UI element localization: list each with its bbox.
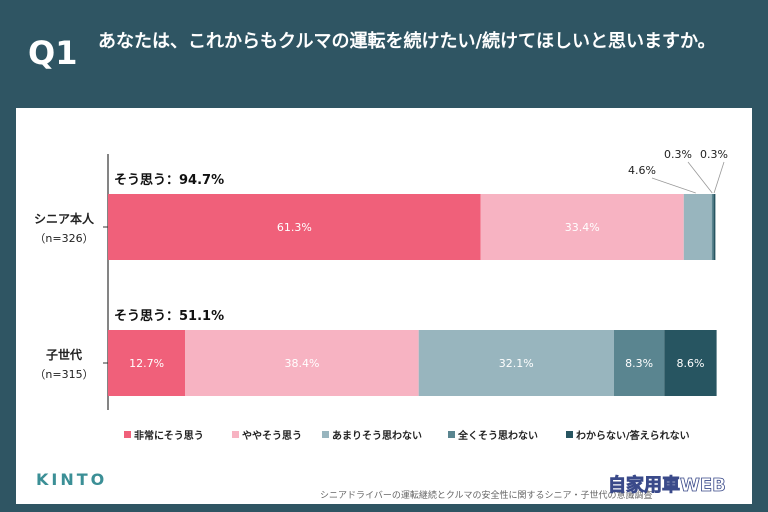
bar-segment <box>108 194 481 260</box>
legend-label: 非常にそう思う <box>134 429 204 442</box>
category-sample-size: （n=326） <box>34 232 93 245</box>
survey-source-note: シニアドライバーの運転継続とクルマの安全性に関するシニア・子世代の意識調査 <box>320 491 653 501</box>
legend-label: ややそう思う <box>242 430 302 442</box>
legend-swatch <box>448 431 455 438</box>
bar-segment <box>664 330 717 396</box>
callout-line <box>651 177 696 194</box>
data-label: 38.4% <box>284 357 319 370</box>
legend-swatch <box>232 431 239 438</box>
header: Q1 あなたは、これからもクルマの運転を続けたい/続けてほしいと思いますか。 <box>0 0 768 108</box>
callout-line <box>713 161 725 194</box>
data-label: 4.6% <box>628 164 656 177</box>
data-label: 61.3% <box>277 221 312 234</box>
legend-label: あまりそう思わない <box>332 429 422 442</box>
watermark-text: 自家用車WEB <box>608 474 726 496</box>
data-label: 32.1% <box>499 357 534 370</box>
data-label: 33.4% <box>565 221 600 234</box>
bar-segment <box>418 330 614 396</box>
summary-label: そう思う：51.1% <box>114 309 224 324</box>
legend-swatch <box>322 431 329 438</box>
brand-logo: KINTO <box>36 470 108 489</box>
bar-segment <box>713 194 716 260</box>
callout-line <box>687 161 713 194</box>
chart-panel: シニア本人 （n=326） そう思う：94.7% 61.3% 33.4% 4.6% 0.3%… <box>16 108 752 504</box>
summary-label: そう思う：94.7% <box>114 173 224 188</box>
legend-label: 全くそう思わない <box>457 429 538 442</box>
data-label: 0.3% <box>664 148 692 161</box>
category-sample-size: （n=315） <box>34 368 93 381</box>
legend-swatch <box>566 431 573 438</box>
bar-segment <box>613 330 665 396</box>
bar-segment <box>185 330 419 396</box>
bar-segment <box>683 194 712 260</box>
bar-segment <box>480 194 684 260</box>
bar-segment <box>108 330 186 396</box>
data-label: 0.3% <box>700 148 728 161</box>
category-label: 子世代 <box>46 347 82 362</box>
watermark-logo: 自家用車WEB <box>608 474 727 497</box>
legend-swatch <box>124 431 131 438</box>
question-title: あなたは、これからもクルマの運転を続けたい/続けてほしいと思いますか。 <box>98 31 716 52</box>
legend-label: わからない/答えられない <box>576 429 690 442</box>
data-label: 8.6% <box>676 357 704 370</box>
data-label: 8.3% <box>625 357 653 370</box>
category-label: シニア本人 <box>34 211 95 226</box>
bar-segment <box>711 194 714 260</box>
stacked-bar-chart: シニア本人 （n=326） そう思う：94.7% 61.3% 33.4% 4.6% 0.3%… <box>34 148 728 442</box>
question-number: Q1 <box>28 34 78 72</box>
data-label: 12.7% <box>129 357 164 370</box>
